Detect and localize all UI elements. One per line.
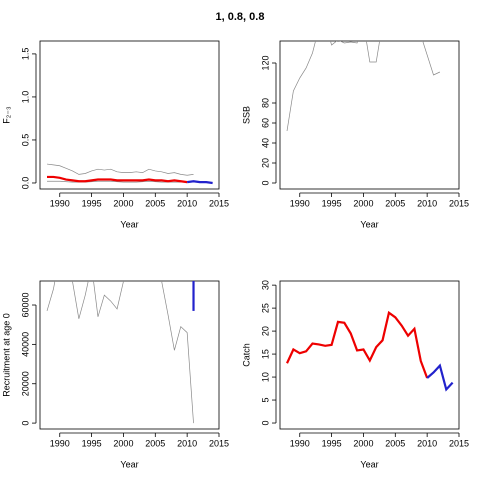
x-tick-label: 1995 [322,438,342,448]
series-line [47,180,188,183]
x-tick-label: 1995 [82,198,102,208]
y-axis-label: Recruitment at age 0 [1,313,11,397]
y-tick-label: 25 [260,303,270,313]
y-tick-label: 80 [260,98,270,108]
plot-area [46,281,195,424]
series-line [46,281,194,424]
y-tick-label: 0.5 [20,134,30,147]
y-tick-label: 20 [260,326,270,336]
x-tick-label: 2015 [209,438,229,448]
y-tick-label: 1.5 [20,48,30,61]
x-tick-label: 2000 [353,438,373,448]
y-tick-label: 30 [260,280,270,290]
x-tick-label: 2005 [385,438,405,448]
y-tick-label: 40 [260,138,270,148]
y-tick-label: 0 [260,180,270,185]
y-tick-label: 0.0 [20,177,30,190]
y-tick-label: 40000 [20,332,30,357]
y-tick-label: 0 [260,421,270,426]
y-tick-label: 60 [260,118,270,128]
y-tick-label: 60000 [20,292,30,317]
x-axis-label: Year [120,459,138,469]
x-tick-label: 1995 [82,438,102,448]
y-axis-label: F₂₋₃ [1,106,11,124]
series-line [187,180,213,185]
x-axis-label: Year [360,219,378,229]
x-tick-label: 2010 [177,198,197,208]
plot-area [46,163,213,185]
x-tick-label: 2005 [145,198,165,208]
x-tick-label: 2010 [177,438,197,448]
x-tick-label: 2015 [209,198,229,208]
y-tick-label: 20000 [20,371,30,396]
x-tick-label: 1990 [290,198,310,208]
x-tick-label: 2015 [449,438,469,448]
series-line [46,163,194,176]
figure-title: 1, 0.8, 0.8 [216,11,265,23]
series-line [286,310,429,379]
x-tick-label: 1990 [290,438,310,448]
plot-frame [279,280,460,430]
x-tick-label: 1990 [50,438,70,448]
plot-frame [39,280,220,430]
y-tick-label: 0 [20,421,30,426]
plot-frame [279,40,460,190]
plot-area [286,41,441,132]
series-line [286,41,441,132]
x-axis-label: Year [120,219,138,229]
y-tick-label: 15 [260,349,270,359]
y-tick-label: 5 [260,398,270,403]
plot-frame [39,40,220,190]
x-tick-label: 1990 [50,198,70,208]
x-tick-label: 2010 [417,198,437,208]
y-axis-label: Catch [241,343,251,367]
x-tick-label: 2005 [145,438,165,448]
series-line [426,363,454,392]
plot-area [286,310,454,392]
y-tick-label: 1.0 [20,91,30,104]
y-axis-label: SSB [241,106,251,124]
x-tick-label: 2000 [353,198,373,208]
x-tick-label: 2000 [113,198,133,208]
y-tick-label: 120 [260,55,270,70]
y-tick-label: 10 [260,372,270,382]
x-tick-label: 2005 [385,198,405,208]
x-tick-label: 2000 [113,438,133,448]
series-line [47,175,188,184]
y-tick-label: 20 [260,158,270,168]
x-tick-label: 1995 [322,198,342,208]
x-axis-label: Year [360,459,378,469]
x-tick-label: 2010 [417,438,437,448]
x-tick-label: 2015 [449,198,469,208]
